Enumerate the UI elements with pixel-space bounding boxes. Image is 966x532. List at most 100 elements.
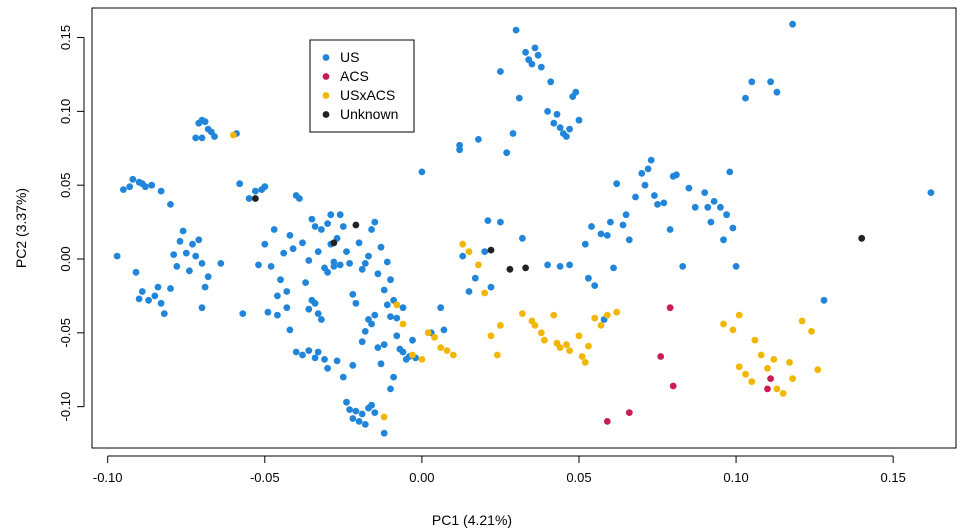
point-us: [742, 94, 749, 102]
point-us: [333, 357, 341, 365]
point-us: [245, 195, 253, 202]
point-us: [644, 165, 652, 173]
point-us: [368, 226, 375, 233]
point-us: [145, 296, 153, 304]
plot-frame: [91, 7, 957, 449]
point-us: [365, 252, 372, 260]
point-us: [390, 373, 397, 381]
point-us: [575, 116, 583, 124]
point-usxacs: [773, 385, 781, 393]
point-unknown: [522, 264, 529, 272]
point-us: [377, 243, 385, 251]
point-usxacs: [475, 261, 482, 269]
point-us: [336, 211, 344, 219]
point-us: [820, 296, 828, 304]
point-usxacs: [597, 322, 605, 329]
point-us: [361, 328, 369, 335]
point-us: [211, 133, 218, 140]
point-us: [343, 248, 350, 256]
point-usxacs: [789, 375, 796, 382]
point-us: [274, 311, 281, 319]
legend-label-us: US: [340, 49, 359, 65]
point-usxacs: [519, 310, 526, 317]
point-us: [349, 415, 357, 422]
point-us: [374, 270, 382, 278]
point-usxacs: [409, 351, 416, 359]
point-usxacs: [497, 322, 504, 329]
y-axis: -0.10 -0.05 0.00 0.05 0.10 0.15: [58, 25, 85, 421]
point-us: [120, 186, 127, 194]
point-us: [409, 336, 416, 344]
point-us: [610, 264, 617, 272]
point-us: [380, 286, 388, 294]
point-usxacs: [431, 333, 438, 341]
point-us: [148, 181, 156, 189]
point-us: [198, 134, 206, 142]
point-us: [154, 283, 162, 291]
point-us: [767, 78, 774, 86]
point-us: [371, 409, 379, 416]
x-tick-label: 0.10: [723, 470, 748, 485]
point-usxacs: [779, 390, 787, 397]
legend-marker-acs: [322, 73, 330, 80]
point-us: [355, 239, 363, 247]
y-tick-label: 0.15: [58, 25, 73, 50]
point-us: [261, 183, 269, 191]
point-usxacs: [437, 344, 445, 351]
point-us: [352, 407, 360, 415]
point-usxacs: [399, 320, 407, 328]
point-us: [324, 364, 331, 372]
point-us: [603, 232, 611, 239]
point-acs: [603, 418, 611, 425]
legend: US ACS USxACS Unknown: [309, 39, 415, 133]
x-tick-label: -0.05: [250, 470, 280, 485]
point-us: [167, 201, 174, 208]
point-us: [566, 261, 573, 269]
point-us: [613, 180, 621, 188]
point-us: [691, 203, 699, 211]
point-us: [201, 118, 209, 126]
point-us: [189, 240, 196, 248]
point-us: [195, 236, 203, 244]
point-us: [927, 189, 935, 197]
legend-marker-usxacs: [322, 92, 330, 99]
point-us: [318, 316, 325, 323]
point-us: [497, 218, 504, 226]
point-us: [113, 252, 121, 260]
point-us: [732, 263, 740, 270]
point-us: [346, 406, 353, 413]
point-us: [324, 268, 331, 276]
point-acs: [764, 385, 771, 393]
point-usxacs: [465, 248, 473, 256]
point-us: [151, 292, 159, 300]
point-us: [286, 232, 294, 239]
point-usxacs: [729, 326, 737, 334]
point-us: [289, 245, 297, 253]
point-us: [358, 338, 366, 346]
point-us: [666, 226, 674, 233]
point-us: [537, 63, 545, 71]
point-us: [547, 78, 555, 86]
point-us: [789, 20, 796, 28]
point-us: [305, 257, 313, 264]
point-us: [173, 263, 181, 270]
point-us: [503, 149, 511, 157]
point-us: [252, 187, 259, 195]
point-unknown: [252, 195, 259, 202]
point-usxacs: [735, 363, 743, 371]
point-us: [160, 310, 168, 317]
point-us: [387, 385, 394, 393]
point-us: [186, 267, 193, 275]
point-us: [773, 88, 781, 96]
point-us: [625, 236, 633, 244]
point-usxacs: [537, 329, 545, 337]
point-us: [314, 348, 322, 356]
point-us: [371, 311, 379, 319]
point-usxacs: [742, 370, 749, 378]
point-us: [679, 263, 687, 270]
point-us: [176, 237, 184, 245]
point-us: [217, 260, 225, 267]
point-us: [591, 282, 599, 289]
point-usxacs: [424, 329, 432, 337]
